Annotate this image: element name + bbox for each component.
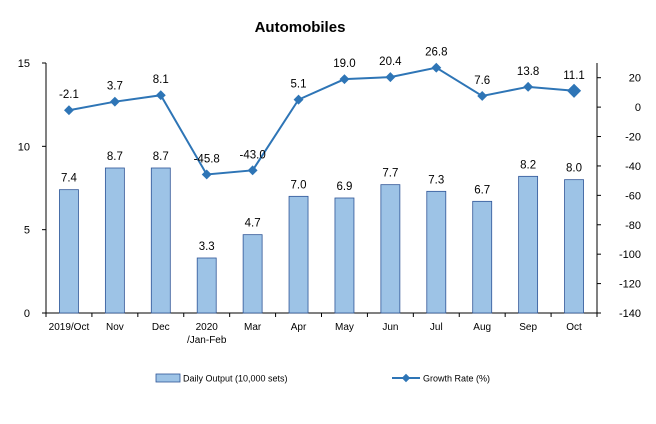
line-point — [201, 169, 212, 180]
chart-title: Automobiles — [255, 19, 346, 36]
bar — [242, 234, 263, 314]
line-point — [431, 62, 442, 73]
bar — [59, 189, 79, 314]
line-value-label: 8.1 — [153, 74, 169, 86]
growth-line — [68, 66, 575, 176]
bar-value-label: 6.7 — [474, 184, 490, 196]
line-value-label: 26.8 — [425, 47, 447, 59]
line-data-labels: -2.1 3.7 8.1 -45.8 -43.0 5.1 19.0 20.4 26.8 7.6 13… — [59, 47, 585, 166]
bar-value-label: 4.7 — [245, 218, 261, 230]
legend-bar-label: Daily Output (10,000 sets) — [183, 374, 288, 384]
legend-line-marker — [401, 373, 411, 383]
x-category-label: Sep — [519, 322, 537, 333]
x-category-label: 2019/Oct — [49, 322, 90, 333]
x-category-label: Jul — [430, 322, 443, 333]
line-point — [293, 94, 304, 105]
bar — [150, 167, 171, 314]
bar — [472, 200, 493, 314]
left-y-axis: 0 5 10 15 — [18, 58, 47, 320]
bar-value-label: 7.7 — [382, 168, 398, 180]
legend: Daily Output (10,000 sets) Growth Rate (… — [155, 373, 490, 384]
x-category-label: Oct — [566, 322, 582, 333]
bar-value-label: 3.3 — [199, 241, 215, 253]
line-point — [64, 105, 74, 116]
bar — [288, 195, 309, 314]
x-category-label: 2020 — [196, 322, 219, 333]
left-tick-label: 10 — [18, 141, 30, 153]
line-point — [385, 72, 396, 83]
line-point — [566, 83, 582, 98]
bar-value-label: 7.4 — [61, 173, 78, 185]
bar — [564, 179, 584, 314]
bar-value-label: 7.0 — [291, 179, 307, 191]
bar — [104, 167, 125, 314]
right-y-axis: 20 0 -20 -40 -60 -80 -100 -120 -140 — [596, 63, 641, 320]
left-tick-label: 15 — [18, 58, 30, 70]
bar-value-label: 6.9 — [336, 181, 352, 193]
line-point — [523, 81, 534, 92]
x-axis: 2019/Oct Nov Dec 2020/Jan-Feb Mar Apr May Jun Ju… — [45, 312, 598, 346]
line-point — [247, 165, 258, 176]
x-category-label: Nov — [106, 322, 124, 333]
right-tick-label: 0 — [635, 102, 641, 114]
bar — [196, 257, 217, 314]
right-tick-label: -20 — [625, 132, 641, 144]
bar-value-label: 8.0 — [566, 163, 582, 175]
x-category-label: Jun — [382, 322, 398, 333]
bar — [380, 184, 401, 314]
right-tick-label: -120 — [619, 279, 641, 291]
bar — [518, 175, 539, 314]
right-tick-label: -40 — [625, 161, 641, 173]
legend-bar-swatch — [155, 373, 181, 383]
line-value-label: -45.8 — [194, 153, 220, 165]
bar-value-label: 8.2 — [520, 159, 536, 171]
bar-data-labels: 7.4 8.7 8.7 3.3 4.7 7.0 6.9 7.7 7.3 6.7 8.2 8.0 — [61, 151, 582, 253]
line-point — [339, 74, 350, 85]
x-category-label: Mar — [244, 322, 262, 333]
line-value-label: 11.1 — [563, 70, 585, 82]
bar-value-label: 7.3 — [428, 174, 444, 186]
line-value-label: -2.1 — [59, 89, 79, 101]
bar-value-label: 8.7 — [153, 151, 169, 163]
x-category-label: Aug — [473, 322, 491, 333]
line-value-label: 19.0 — [333, 58, 355, 70]
right-tick-label: 20 — [629, 73, 641, 85]
x-category-label: Apr — [291, 322, 307, 333]
line-point — [155, 90, 166, 101]
line-value-label: 13.8 — [517, 66, 539, 78]
line-value-label: 20.4 — [379, 56, 402, 68]
line-value-label: 7.6 — [474, 75, 490, 87]
left-tick-label: 5 — [24, 225, 30, 237]
legend-line-label: Growth Rate (%) — [423, 374, 490, 384]
right-tick-label: -60 — [625, 190, 641, 202]
bar — [334, 197, 355, 314]
bar-series — [59, 167, 584, 314]
line-value-label: 3.7 — [107, 81, 123, 93]
bar — [426, 190, 447, 314]
line-point — [109, 96, 120, 107]
right-tick-label: -140 — [619, 308, 641, 320]
left-tick-label: 0 — [24, 308, 30, 320]
right-tick-label: -100 — [619, 249, 641, 261]
x-category-label: /Jan-Feb — [187, 335, 227, 346]
line-value-label: 5.1 — [291, 79, 307, 91]
x-category-label: Dec — [152, 322, 170, 333]
line-point — [477, 90, 488, 101]
line-value-label: -43.0 — [240, 149, 266, 161]
x-category-label: May — [335, 322, 354, 333]
right-tick-label: -80 — [625, 220, 641, 232]
line-series — [64, 62, 582, 180]
bar-value-label: 8.7 — [107, 151, 123, 163]
